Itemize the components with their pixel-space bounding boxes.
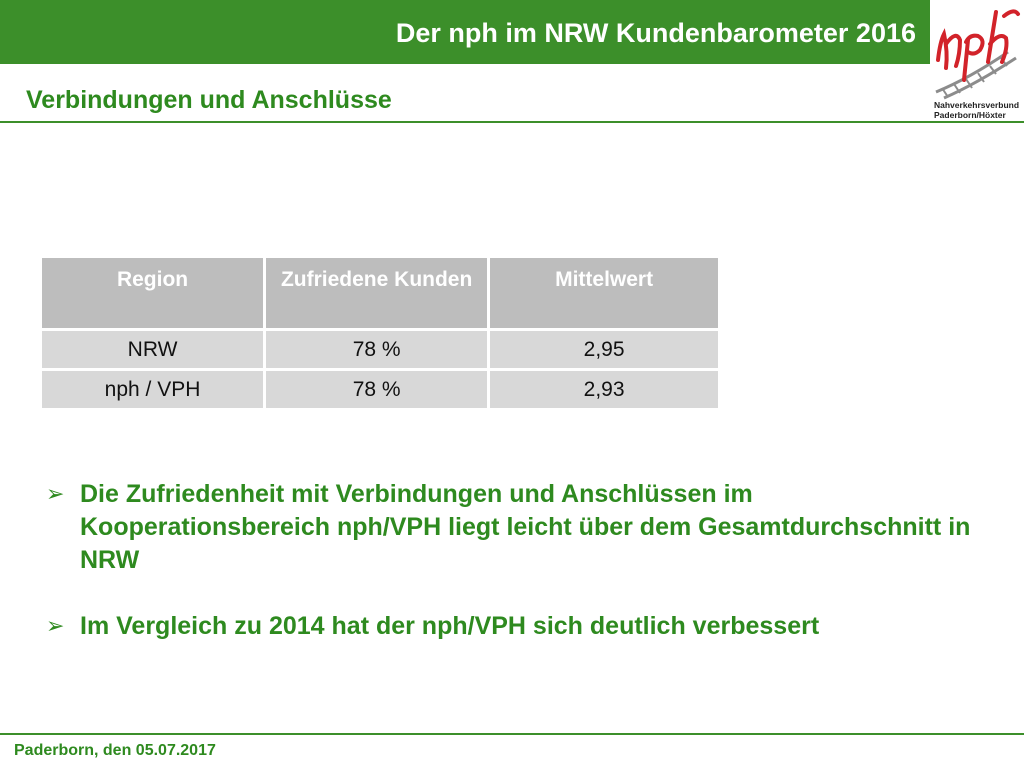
slide-subtitle: Verbindungen und Anschlüsse bbox=[26, 86, 392, 114]
logo-caption: Nahverkehrsverbund Paderborn/Höxter bbox=[934, 100, 1024, 120]
table-cell-satisfied: 78 % bbox=[266, 331, 488, 368]
nph-logo: Nahverkehrsverbund Paderborn/Höxter bbox=[930, 0, 1024, 120]
table-header-row: Region Zufriedene Kunden Mittelwert bbox=[42, 258, 718, 328]
presentation-title: Der nph im NRW Kundenbarometer 2016 bbox=[395, 18, 916, 48]
table-cell-region: nph / VPH bbox=[42, 371, 264, 408]
column-header-region: Region bbox=[42, 258, 264, 328]
table-cell-mean: 2,95 bbox=[490, 331, 718, 368]
logo-caption-line1: Nahverkehrsverbund bbox=[934, 100, 1020, 110]
bullet-text: Die Zufriedenheit mit Verbindungen und A… bbox=[80, 480, 971, 574]
table-row: NRW 78 % 2,95 bbox=[42, 331, 718, 368]
column-header-mean-value: Mittelwert bbox=[490, 258, 718, 328]
footer-date: Paderborn, den 05.07.2017 bbox=[14, 742, 216, 759]
table-cell-region: NRW bbox=[42, 331, 264, 368]
column-header-satisfied-customers: Zufriedene Kunden bbox=[266, 258, 488, 328]
logo-caption-line2: Paderborn/Höxter bbox=[934, 110, 1006, 120]
nph-logo-icon bbox=[935, 9, 1020, 100]
bullet-item: ➢ Im Vergleich zu 2014 hat der nph/VPH s… bbox=[46, 610, 986, 643]
bullet-text: Im Vergleich zu 2014 hat der nph/VPH sic… bbox=[80, 612, 820, 640]
bullet-item: ➢ Die Zufriedenheit mit Verbindungen und… bbox=[46, 478, 986, 577]
arrow-bullet-icon: ➢ bbox=[46, 614, 65, 639]
bullet-list: ➢ Die Zufriedenheit mit Verbindungen und… bbox=[46, 478, 986, 643]
divider-top bbox=[0, 121, 1024, 123]
satisfaction-table: Region Zufriedene Kunden Mittelwert NRW … bbox=[39, 255, 721, 411]
table-cell-mean: 2,93 bbox=[490, 371, 718, 408]
arrow-bullet-icon: ➢ bbox=[46, 482, 65, 507]
header-bar: Der nph im NRW Kundenbarometer 2016 bbox=[0, 0, 930, 64]
table-cell-satisfied: 78 % bbox=[266, 371, 488, 408]
table-row: nph / VPH 78 % 2,93 bbox=[42, 371, 718, 408]
divider-bottom bbox=[0, 733, 1024, 735]
